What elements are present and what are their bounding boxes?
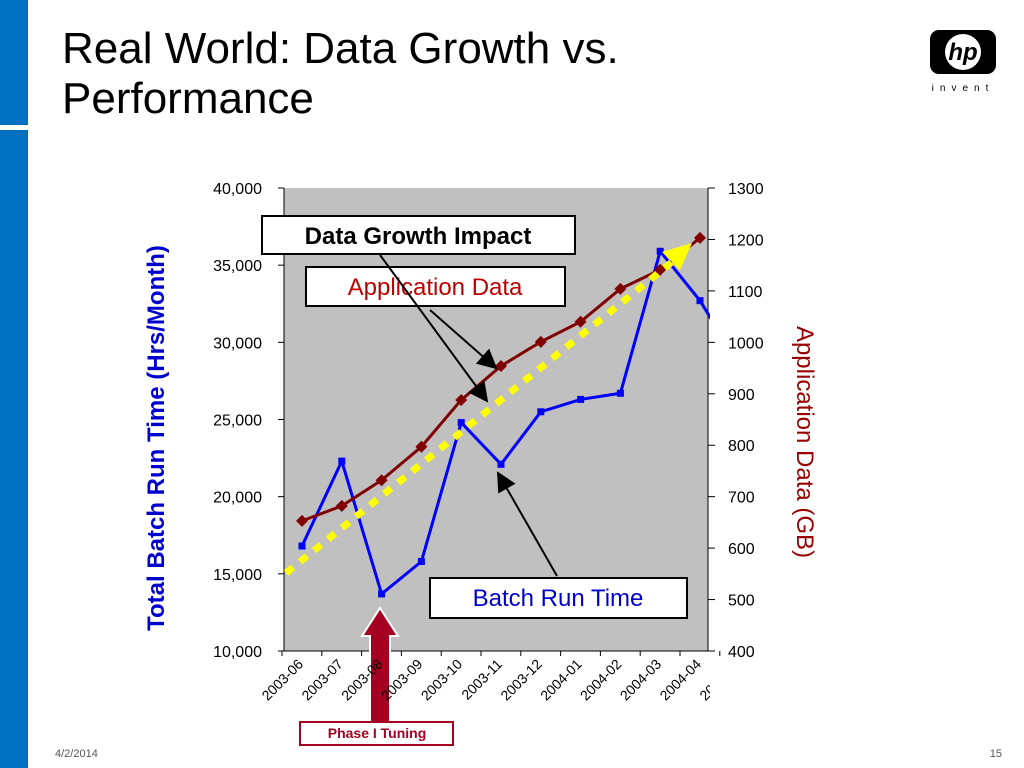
point [298, 542, 306, 550]
y2-tick-label: 1100 [728, 284, 763, 301]
x-tick-label: 2004-02 [577, 656, 625, 704]
y2-tick-label: 400 [728, 644, 755, 661]
point [574, 315, 587, 328]
y-tick-label: 40,000 [213, 181, 262, 198]
point [537, 408, 545, 416]
x-tick-label: 2004-04 [656, 656, 704, 704]
point [335, 499, 348, 512]
point [497, 460, 505, 468]
page-number: 15 [990, 748, 1002, 760]
point [378, 590, 386, 598]
side-bar [0, 0, 28, 125]
point [296, 514, 308, 527]
point [457, 419, 465, 427]
series-label: Application Data [348, 274, 523, 301]
point [696, 297, 704, 305]
logo-brand: hp [948, 39, 977, 66]
y-tick-label: 35,000 [213, 258, 262, 275]
series-label: Batch Run Time [473, 585, 644, 612]
logo: hp invent [930, 30, 996, 94]
x-tick-label: 2003-07 [298, 656, 346, 704]
x-tick-label: 2003-10 [418, 656, 466, 704]
y-tick-label: 25,000 [213, 413, 262, 430]
point [338, 457, 346, 465]
x-tick-label: 2004-03 [617, 656, 665, 704]
annotation-box [429, 577, 688, 619]
point [616, 389, 624, 397]
annotation-box [299, 721, 454, 746]
y2-tick-label: 1000 [728, 335, 764, 352]
point [736, 362, 743, 369]
annotation-box [261, 215, 576, 255]
point [417, 557, 425, 565]
x-tick-label: 2003-06 [258, 656, 306, 704]
y2-tick-label: 800 [728, 438, 755, 455]
y2-tick-label: 700 [728, 490, 755, 507]
point [577, 395, 585, 403]
annotation: Phase I Tuning [328, 725, 427, 741]
y2-tick-label: 1200 [728, 232, 764, 249]
y-tick-label: 15,000 [213, 567, 262, 584]
point [375, 474, 388, 487]
x-tick-label: 2004-05 [696, 656, 744, 704]
y-tick-label: 20,000 [213, 490, 262, 507]
x-labels: 2003-062003-072003-082003-092003-102003-… [258, 656, 744, 704]
arrow [379, 254, 489, 403]
y2-tick-label: 1300 [728, 181, 764, 198]
tuning-arrow [360, 606, 400, 723]
footer-date: 4/2/2014 [55, 748, 98, 760]
y-tick-label: 10,000 [213, 644, 262, 661]
point [656, 247, 664, 255]
point [534, 335, 547, 348]
arrow [497, 471, 558, 577]
y2-tick-label: 900 [728, 387, 755, 404]
x-tick-label: 2003-11 [458, 656, 505, 703]
series-line [300, 248, 710, 597]
plot-area [284, 188, 708, 651]
annotation-box [305, 266, 566, 307]
y-tick-label: 30,000 [213, 335, 262, 352]
arrow [429, 309, 498, 370]
y2-axis-title: Application Data (GB) [791, 326, 818, 558]
trend-arrow [662, 243, 692, 270]
annotation: Data Growth Impact [305, 223, 532, 250]
y2-tick-label: 500 [728, 593, 755, 610]
point [694, 231, 706, 244]
point [495, 359, 507, 372]
point [415, 440, 428, 453]
x-tick-label: 2003-12 [497, 656, 545, 704]
point [455, 393, 468, 406]
point [654, 263, 667, 276]
logo-tagline: invent [932, 83, 995, 94]
slide-title: Real World: Data Growth vs. Performance [62, 24, 619, 123]
side-bar [0, 130, 28, 768]
x-tick-label: 2004-01 [537, 656, 585, 704]
point [614, 282, 627, 295]
y2-tick-label: 600 [728, 541, 755, 558]
y-axis-title: Total Batch Run Time (Hrs/Month) [143, 245, 170, 631]
